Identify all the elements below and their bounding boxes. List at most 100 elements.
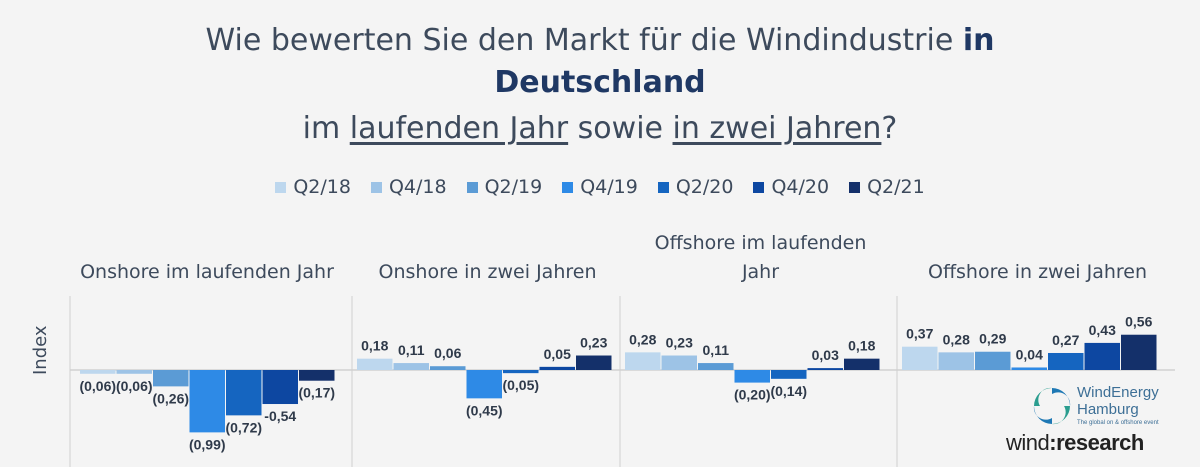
title-country: Deutschland — [494, 65, 706, 100]
title-two-years: in zwei Jahren — [672, 111, 882, 146]
data-label: (0,72) — [225, 419, 262, 435]
windresearch-logo: wind:research — [1006, 430, 1144, 455]
bar-onshore-im-laufenden-jahr-q4-18 — [116, 370, 152, 374]
chart-title-line-3: im laufenden Jahr sowie in zwei Jahren? — [0, 108, 1200, 150]
data-label: (0,45) — [466, 402, 503, 418]
bar-offshore-in-zwei-jahren-q4-19 — [1011, 367, 1047, 370]
windresearch-brand-a: wind — [1006, 430, 1050, 455]
data-label: (0,14) — [770, 383, 807, 399]
panel-title-offshore-current: Offshore im laufenden Jahr — [623, 229, 898, 287]
data-label: 0,11 — [703, 342, 730, 358]
data-label: 0,56 — [1125, 314, 1152, 330]
bar-offshore-in-zwei-jahren-q4-20 — [1084, 342, 1120, 370]
data-label: 0,05 — [544, 346, 571, 362]
panel-title-offshore-current-line1: Offshore im laufenden — [654, 232, 867, 254]
legend-swatch — [849, 181, 861, 193]
title-text-e: ? — [881, 111, 898, 146]
data-label: (0,20) — [734, 387, 771, 403]
legend-swatch — [466, 181, 478, 193]
legend-item-q2-18: Q2/18 — [275, 176, 351, 198]
data-label: (0,26) — [152, 390, 189, 406]
legend-swatch — [657, 181, 669, 193]
legend-label: Q2/19 — [484, 176, 543, 198]
data-label: 0,23 — [580, 335, 607, 351]
data-label: (0,17) — [298, 385, 335, 401]
bar-offshore-in-zwei-jahren-q4-18 — [938, 352, 974, 370]
panel-title-offshore-two-years: Offshore in zwei Jahren — [927, 261, 1148, 283]
legend-item-q2-21: Q2/21 — [849, 176, 925, 198]
legend-swatch — [370, 181, 382, 193]
panel-title-offshore-current-line2: Jahr — [741, 261, 780, 283]
windenergy-hamburg-logo: WindEnergy Hamburg The global on & offsh… — [1030, 380, 1190, 430]
legend-item-q4-18: Q4/18 — [370, 176, 447, 198]
title-current-year: laufenden Jahr — [349, 111, 569, 146]
bar-offshore-im-laufenden-jahr-q2-18 — [625, 352, 661, 370]
bar-offshore-im-laufenden-jahr-q4-20 — [807, 368, 843, 370]
data-label: 0,03 — [812, 347, 839, 363]
bar-offshore-in-zwei-jahren-q2-19 — [975, 351, 1011, 370]
data-label: (0,06) — [116, 378, 153, 394]
data-label: 0,28 — [943, 331, 970, 347]
data-label: 0,18 — [848, 338, 875, 354]
legend-swatch — [275, 181, 287, 193]
bar-onshore-in-zwei-jahren-q4-19 — [466, 370, 502, 399]
legend-item-q2-20: Q2/20 — [657, 176, 734, 198]
windenergy-city: Hamburg — [1077, 401, 1139, 418]
title-text-d: sowie — [568, 111, 673, 146]
data-label: 0,29 — [979, 331, 1006, 347]
bar-offshore-in-zwei-jahren-q2-18 — [902, 346, 938, 370]
title-text-b: in — [962, 23, 995, 58]
data-label: 0,28 — [629, 331, 656, 347]
data-label: 0,43 — [1089, 322, 1116, 338]
bar-onshore-im-laufenden-jahr-q2-18 — [80, 370, 116, 374]
legend-label: Q4/19 — [580, 176, 638, 198]
legend-label: Q2/20 — [675, 176, 734, 198]
data-label: (0,06) — [79, 378, 116, 394]
bar-offshore-im-laufenden-jahr-q4-19 — [734, 370, 770, 383]
bar-onshore-im-laufenden-jahr-q2-19 — [153, 370, 189, 387]
legend-label: Q2/21 — [867, 176, 925, 198]
bar-offshore-im-laufenden-jahr-q2-20 — [771, 370, 807, 379]
legend-swatch — [562, 181, 574, 193]
data-label: 0,23 — [666, 335, 693, 351]
chart-legend: Q2/18 Q4/18 Q2/19 Q4/19 Q2/20 Q4/20 Q2/21 — [0, 176, 1200, 198]
data-label: -0,54 — [264, 408, 296, 424]
bar-onshore-in-zwei-jahren-q2-18 — [357, 358, 393, 370]
windresearch-brand-b: research — [1056, 430, 1144, 455]
bar-onshore-im-laufenden-jahr-q4-20 — [262, 370, 298, 405]
data-label: 0,06 — [434, 345, 461, 361]
data-label: (0,99) — [189, 436, 226, 452]
legend-item-q2-19: Q2/19 — [466, 176, 543, 198]
bar-onshore-im-laufenden-jahr-q4-19 — [189, 370, 225, 433]
data-label: 0,11 — [398, 342, 425, 358]
windenergy-swirl-icon — [1033, 387, 1071, 425]
legend-label: Q2/18 — [293, 176, 351, 198]
data-label: (0,05) — [502, 377, 539, 393]
bar-onshore-in-zwei-jahren-q2-20 — [503, 370, 539, 374]
data-label: 0,27 — [1052, 332, 1079, 348]
data-label: 0,37 — [906, 326, 933, 342]
legend-label: Q4/18 — [388, 176, 447, 198]
data-label: 0,18 — [361, 338, 388, 354]
bar-onshore-in-zwei-jahren-q4-20 — [539, 366, 575, 370]
panel-title-onshore-two-years: Onshore in zwei Jahren — [378, 261, 597, 283]
title-text-a: Wie bewerten Sie den Markt für die Windi… — [205, 23, 963, 58]
windenergy-tagline: The global on & offshore event — [1077, 420, 1159, 426]
legend-swatch — [753, 181, 765, 193]
bar-offshore-im-laufenden-jahr-q4-18 — [661, 355, 697, 370]
data-label: 0,04 — [1016, 346, 1043, 362]
bar-onshore-in-zwei-jahren-q2-21 — [576, 355, 612, 370]
bar-offshore-in-zwei-jahren-q2-21 — [1121, 334, 1157, 370]
bar-offshore-in-zwei-jahren-q2-20 — [1048, 352, 1084, 370]
bar-onshore-in-zwei-jahren-q2-19 — [430, 366, 466, 370]
bar-onshore-im-laufenden-jahr-q2-21 — [299, 370, 335, 381]
bar-offshore-im-laufenden-jahr-q2-19 — [698, 363, 734, 370]
title-text-c: im — [302, 111, 350, 146]
panel-title-onshore-current: Onshore im laufenden Jahr — [80, 261, 334, 283]
legend-item-q4-20: Q4/20 — [753, 176, 829, 198]
chart-title-line-1: Wie bewerten Sie den Markt für die Windi… — [0, 20, 1200, 62]
chart-title-line-2: Deutschland — [0, 62, 1200, 104]
legend-item-q4-19: Q4/19 — [562, 176, 638, 198]
legend-label: Q4/20 — [771, 176, 830, 198]
